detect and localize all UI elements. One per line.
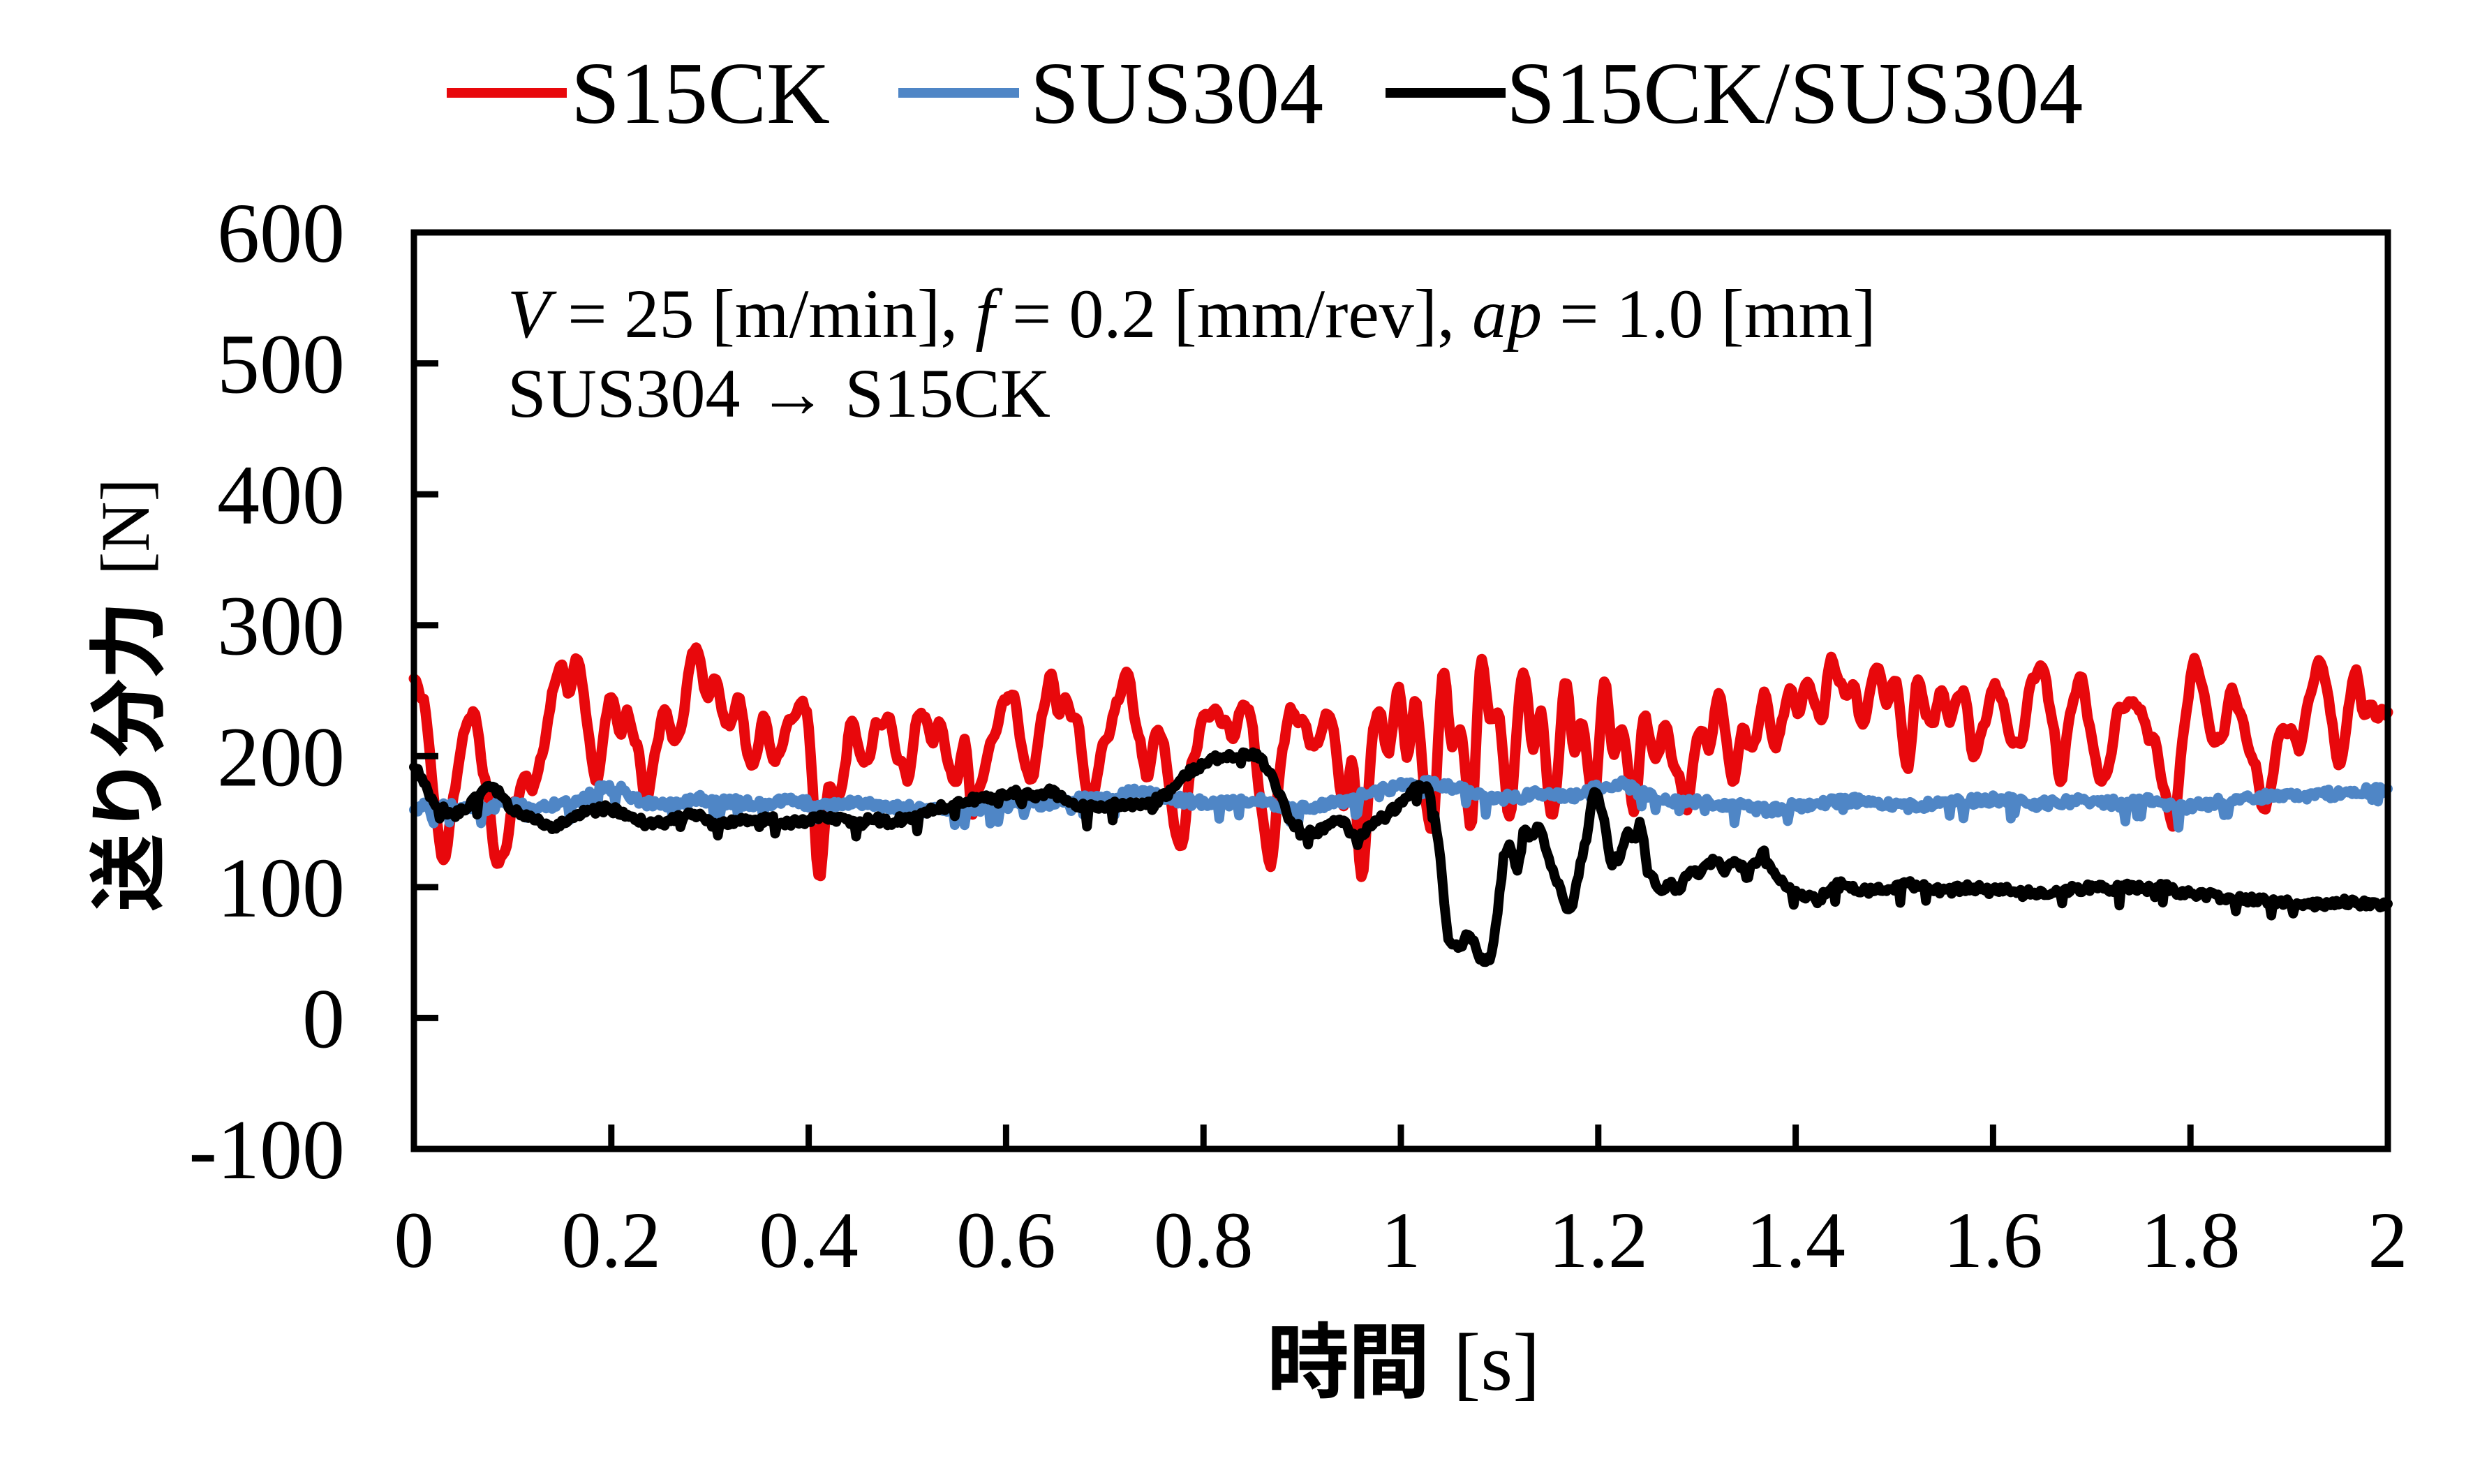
svg-text:2: 2 — [2368, 1196, 2408, 1284]
svg-text:0.6: 0.6 — [956, 1196, 1056, 1284]
svg-text:SUS304 → S15CK: SUS304 → S15CK — [507, 355, 1050, 432]
svg-text:1: 1 — [1381, 1196, 1421, 1284]
svg-text:1.6: 1.6 — [1943, 1196, 2043, 1284]
svg-text:100: 100 — [217, 841, 345, 935]
svg-text:0.2: 0.2 — [562, 1196, 662, 1284]
svg-text:0: 0 — [302, 972, 345, 1066]
svg-text:1.8: 1.8 — [2141, 1196, 2241, 1284]
svg-text:0.4: 0.4 — [759, 1196, 859, 1284]
svg-text:400: 400 — [217, 448, 345, 542]
svg-text:500: 500 — [217, 318, 345, 412]
svg-text:0: 0 — [394, 1196, 434, 1284]
svg-text:1.2: 1.2 — [1549, 1196, 1649, 1284]
svg-text:0.8: 0.8 — [1154, 1196, 1254, 1284]
svg-text:600: 600 — [217, 186, 345, 281]
svg-text:SUS304: SUS304 — [1030, 45, 1323, 142]
svg-text:[N]: [N] — [87, 478, 164, 575]
svg-text:-100: -100 — [188, 1103, 345, 1197]
svg-text:[s]: [s] — [1453, 1316, 1540, 1408]
svg-text:300: 300 — [217, 579, 345, 674]
svg-text:V = 25 [m/min], f = 0.2 [mm/re: V = 25 [m/min], f = 0.2 [mm/rev], ap = 1… — [507, 275, 1876, 353]
svg-text:200: 200 — [217, 710, 345, 804]
svg-text:S15CK: S15CK — [571, 45, 830, 142]
svg-text:S15CK/SUS304: S15CK/SUS304 — [1506, 45, 2083, 142]
svg-text:1.4: 1.4 — [1746, 1196, 1846, 1284]
